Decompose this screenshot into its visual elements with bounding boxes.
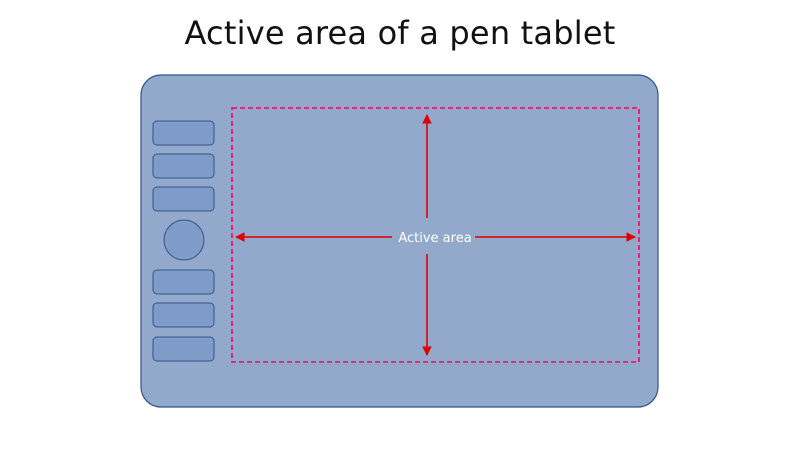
tablet-body	[140, 74, 659, 408]
express-key-2	[152, 153, 215, 179]
express-key-3	[152, 186, 215, 212]
express-key-1	[152, 120, 215, 146]
page-title: Active area of a pen tablet	[184, 14, 616, 52]
express-key-6	[152, 336, 215, 362]
active-area-label: Active area	[398, 231, 471, 246]
dial-button	[163, 219, 205, 261]
active-area-border	[231, 107, 640, 363]
express-key-4	[152, 269, 215, 295]
express-key-5	[152, 302, 215, 328]
